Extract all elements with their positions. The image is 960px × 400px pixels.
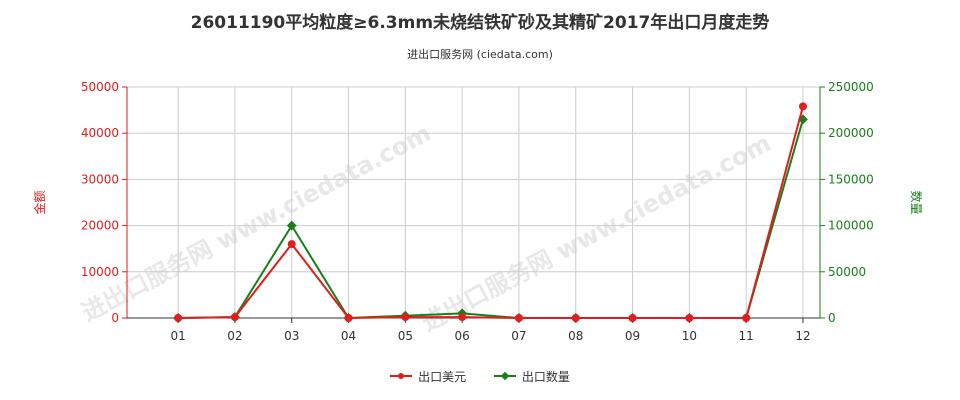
data-point-amount[interactable] [628, 314, 637, 322]
y-left-axis-title: 金额 [32, 190, 47, 214]
x-tick-label: 03 [284, 329, 299, 343]
chart-title: 26011190平均粒度≥6.3mm未烧结铁矿砂及其精矿2017年出口月度走势 [190, 13, 770, 33]
x-tick-label: 01 [170, 329, 185, 343]
legend-quantity-line-icon [493, 371, 516, 381]
y-right-axis-title: 数量 [909, 190, 924, 214]
y-left-tick-label: 0 [111, 311, 119, 325]
data-point-amount[interactable] [287, 240, 296, 249]
y-left-tick-label: 10000 [81, 265, 119, 279]
y-right-tick-label: 100000 [828, 219, 874, 233]
x-tick-label: 12 [795, 329, 810, 343]
data-point-amount[interactable] [514, 314, 523, 322]
y-left-tick-label: 30000 [81, 172, 119, 186]
y-right-tick-label: 200000 [828, 126, 874, 140]
x-tick-label: 06 [454, 329, 469, 343]
legend-amount-label: 出口美元 [418, 369, 467, 384]
x-tick-label: 05 [398, 329, 413, 343]
y-right-tick-label: 150000 [828, 172, 874, 186]
y-right-tick-label: 50000 [828, 265, 866, 279]
chart-subtitle: 进出口服务网 (ciedata.com) [407, 48, 553, 61]
y-left-tick-label: 50000 [81, 80, 119, 94]
x-tick-label: 11 [739, 329, 754, 343]
data-point-amount[interactable] [571, 314, 580, 322]
legend: 出口美元 出口数量 [0, 366, 960, 385]
y-left-tick-label: 40000 [81, 126, 119, 140]
y-right-tick-label: 0 [828, 311, 836, 325]
legend-item-amount[interactable]: 出口美元 [390, 368, 466, 385]
x-tick-label: 08 [568, 329, 583, 343]
series [173, 102, 808, 323]
data-point-amount[interactable] [174, 314, 183, 322]
axes: 0 10000 20000 30000 40000 50000 0 50000 100000 15… [32, 80, 924, 343]
watermark-text: 进出口服务网 www.ciedata.com [77, 119, 435, 327]
legend-amount-line-icon [390, 373, 413, 379]
legend-quantity-label: 出口数量 [521, 369, 570, 384]
data-point-amount[interactable] [344, 314, 353, 322]
x-tick-label: 04 [341, 329, 356, 343]
grid [127, 86, 820, 319]
x-tick-label: 10 [682, 329, 697, 343]
y-right-tick-label: 250000 [828, 80, 874, 94]
y-left-tick-label: 20000 [81, 219, 119, 233]
data-point-quantity[interactable] [286, 220, 297, 231]
data-point-amount[interactable] [685, 314, 694, 322]
data-point-amount[interactable] [401, 313, 410, 322]
data-point-amount[interactable] [230, 313, 239, 322]
series-line-amount [178, 106, 804, 320]
legend-item-quantity[interactable]: 出口数量 [493, 368, 570, 385]
data-point-amount[interactable] [458, 313, 467, 322]
watermark-text: 进出口服务网 www.ciedata.com [417, 129, 775, 337]
data-point-amount[interactable] [742, 314, 751, 322]
data-point-amount[interactable] [798, 102, 807, 111]
x-tick-label: 07 [511, 329, 526, 343]
x-tick-label: 09 [625, 329, 640, 343]
x-tick-label: 02 [227, 329, 242, 343]
